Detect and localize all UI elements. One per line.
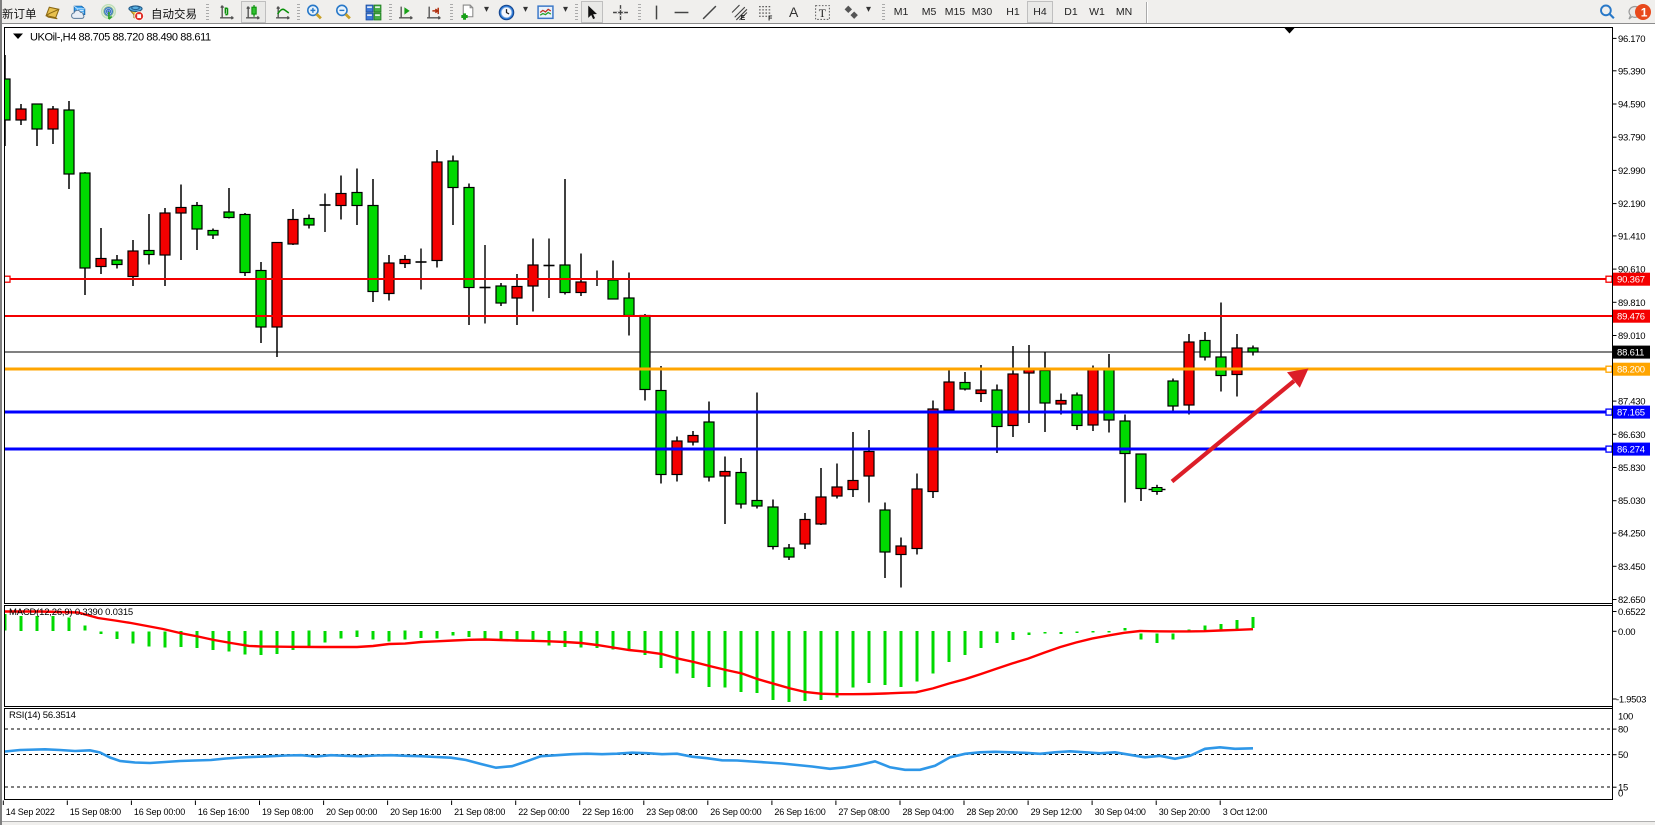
svg-text:85.830: 85.830 [1618,463,1645,474]
svg-text:93.790: 93.790 [1618,133,1645,144]
svg-text:92.190: 92.190 [1618,199,1645,210]
svg-text:100: 100 [1618,711,1633,722]
svg-text:87.430: 87.430 [1618,397,1645,408]
svg-text:0: 0 [1618,788,1623,799]
svg-text:88.200: 88.200 [1617,365,1645,376]
svg-text:86.630: 86.630 [1618,430,1645,441]
svg-text:-1.9503: -1.9503 [1616,695,1646,706]
svg-text:RSI(14) 56.3514: RSI(14) 56.3514 [9,710,76,721]
svg-text:89.010: 89.010 [1618,331,1645,342]
svg-text:21 Sep 08:00: 21 Sep 08:00 [454,807,505,817]
svg-text:29 Sep 12:00: 29 Sep 12:00 [1031,807,1082,817]
svg-text:82.650: 82.650 [1618,595,1645,606]
svg-text:26 Sep 00:00: 26 Sep 00:00 [710,807,761,817]
svg-text:89.476: 89.476 [1617,312,1645,323]
svg-text:22 Sep 16:00: 22 Sep 16:00 [582,807,633,817]
svg-text:28 Sep 04:00: 28 Sep 04:00 [903,807,954,817]
svg-text:UKOil-,H4 88.705 88.720 88.49: UKOil-,H4 88.705 88.720 88.490 88.611 [30,32,211,44]
svg-text:MACD(12,26,9) 0.3390 0.0315: MACD(12,26,9) 0.3390 0.0315 [9,607,133,618]
svg-text:14 Sep 2022: 14 Sep 2022 [6,807,55,817]
svg-text:85.030: 85.030 [1618,496,1645,507]
svg-text:F: F [768,15,772,21]
svg-text:90.367: 90.367 [1617,275,1645,286]
svg-text:92.990: 92.990 [1618,166,1645,177]
svg-text:19 Sep 08:00: 19 Sep 08:00 [262,807,313,817]
svg-text:15: 15 [1618,783,1628,794]
svg-text:86.274: 86.274 [1617,445,1645,456]
svg-text:E: E [741,15,746,21]
svg-text:90.610: 90.610 [1618,265,1645,276]
svg-text:20 Sep 00:00: 20 Sep 00:00 [326,807,377,817]
svg-text:T: T [819,7,826,20]
svg-text:30 Sep 20:00: 30 Sep 20:00 [1159,807,1210,817]
svg-text:30 Sep 04:00: 30 Sep 04:00 [1095,807,1146,817]
svg-text:16 Sep 00:00: 16 Sep 00:00 [134,807,185,817]
svg-text:27 Sep 08:00: 27 Sep 08:00 [838,807,889,817]
svg-text:91.410: 91.410 [1618,231,1645,242]
svg-text:84.250: 84.250 [1618,529,1645,540]
svg-text:0.6522: 0.6522 [1618,607,1645,618]
svg-text:89.810: 89.810 [1618,298,1645,309]
svg-text:28 Sep 20:00: 28 Sep 20:00 [967,807,1018,817]
svg-text:15 Sep 08:00: 15 Sep 08:00 [70,807,121,817]
svg-text:3 Oct 12:00: 3 Oct 12:00 [1223,807,1268,817]
svg-text:96.170: 96.170 [1618,34,1645,45]
svg-text:50: 50 [1618,750,1628,761]
svg-text:87.165: 87.165 [1617,408,1645,419]
svg-text:26 Sep 16:00: 26 Sep 16:00 [774,807,825,817]
svg-text:23 Sep 08:00: 23 Sep 08:00 [646,807,697,817]
svg-text:0.00: 0.00 [1618,627,1635,638]
svg-text:22 Sep 00:00: 22 Sep 00:00 [518,807,569,817]
svg-text:20 Sep 16:00: 20 Sep 16:00 [390,807,441,817]
svg-text:16 Sep 16:00: 16 Sep 16:00 [198,807,249,817]
svg-text:80: 80 [1618,725,1628,736]
svg-text:83.450: 83.450 [1618,562,1645,573]
svg-text:94.590: 94.590 [1618,100,1645,111]
svg-text:95.390: 95.390 [1618,66,1645,77]
svg-text:88.611: 88.611 [1617,348,1644,359]
svg-text:1: 1 [1641,6,1648,20]
